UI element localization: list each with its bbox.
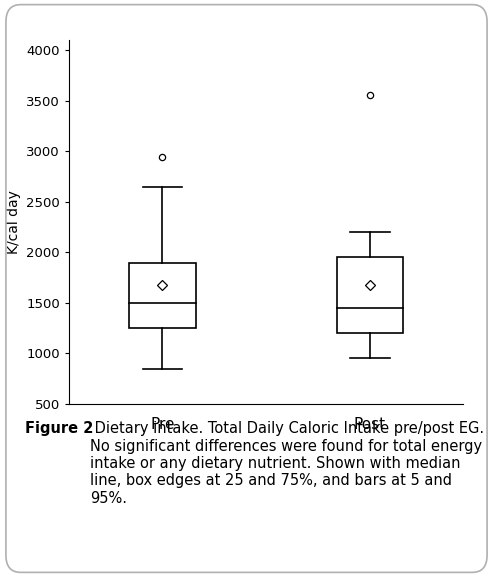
Bar (337, 257, 403, 334)
Y-axis label: K/cal day: K/cal day (7, 190, 21, 254)
Text: Dietary intake. Total Daily Caloric Intake pre/post EG. No significant differenc: Dietary intake. Total Daily Caloric Inta… (90, 421, 485, 506)
Text: Figure 2: Figure 2 (25, 421, 93, 436)
Bar (129, 263, 196, 328)
